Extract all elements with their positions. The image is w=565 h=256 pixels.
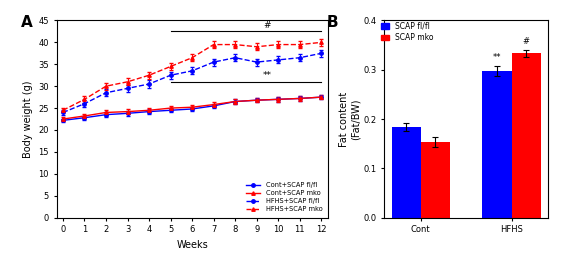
Text: B: B: [327, 15, 338, 29]
Text: **: **: [263, 71, 272, 80]
Text: **: **: [493, 53, 501, 62]
Y-axis label: Fat content
(Fat/BW): Fat content (Fat/BW): [339, 91, 360, 147]
Text: #: #: [523, 37, 529, 46]
Bar: [483, 71, 511, 218]
Bar: [421, 142, 450, 218]
Y-axis label: Body weight (g): Body weight (g): [23, 80, 33, 158]
Text: #: #: [264, 21, 271, 30]
Legend: SCAP fl/fl, SCAP mko: SCAP fl/fl, SCAP mko: [380, 20, 435, 44]
Legend: Cont+SCAP fl/fl, Cont+SCAP mko, HFHS+SCAP fl/fl, HFHS+SCAP mko: Cont+SCAP fl/fl, Cont+SCAP mko, HFHS+SCA…: [244, 180, 324, 214]
Bar: [511, 54, 541, 218]
X-axis label: Weeks: Weeks: [176, 240, 208, 250]
Bar: [392, 127, 421, 218]
Text: A: A: [21, 15, 33, 29]
